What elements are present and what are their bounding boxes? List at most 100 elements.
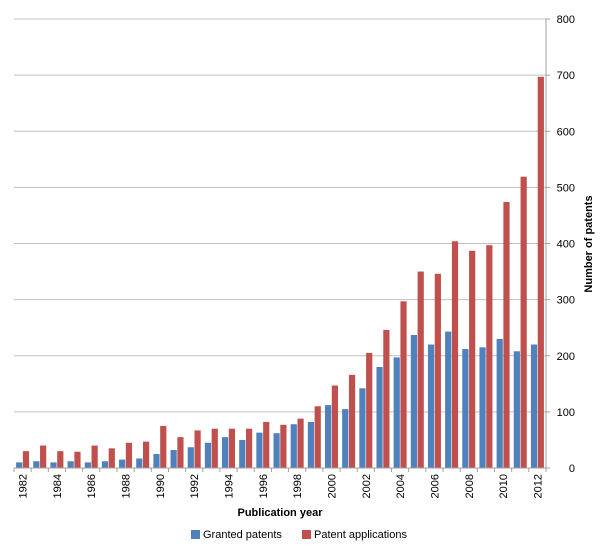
bar-applications-1984 [57, 451, 64, 468]
legend-swatch-applications [302, 530, 311, 539]
x-tick-label: 1992 [189, 474, 201, 498]
x-tick-label: 2008 [464, 474, 476, 498]
y-tick-label: 100 [557, 407, 575, 419]
bar-granted-2010 [496, 338, 503, 468]
bar-granted-2002 [359, 388, 366, 468]
y-tick-label: 700 [557, 70, 575, 82]
x-tick-label: 1982 [18, 474, 30, 498]
bar-granted-2001 [342, 409, 349, 468]
bar-applications-1989 [143, 441, 150, 468]
x-tick-label: 2000 [326, 474, 338, 498]
bar-applications-1991 [177, 437, 184, 468]
bar-granted-1988 [119, 459, 126, 468]
bar-granted-1986 [84, 462, 91, 468]
x-tick-label: 2010 [498, 474, 510, 498]
x-tick-label: 1998 [292, 474, 304, 498]
bar-granted-2000 [324, 405, 332, 468]
x-tick-label: 1994 [224, 474, 236, 498]
bar-applications-1983 [40, 445, 47, 468]
bar-granted-2009 [479, 347, 486, 468]
bar-applications-1990 [160, 425, 167, 468]
y-axis-title: Number of patents [583, 195, 595, 292]
bar-applications-1982 [22, 451, 30, 468]
gridlines [14, 18, 546, 413]
bar-granted-1989 [136, 458, 143, 468]
bar-granted-1997 [273, 433, 280, 468]
bar-granted-2005 [410, 334, 417, 468]
bar-applications-2008 [469, 250, 476, 468]
y-tick-label: 400 [557, 239, 575, 251]
bar-applications-2001 [348, 374, 356, 468]
bar-applications-2003 [383, 329, 390, 468]
bar-granted-2012 [530, 344, 538, 468]
y-tick-label: 200 [557, 351, 575, 363]
bar-granted-1995 [239, 439, 246, 468]
bar-applications-2010 [503, 201, 510, 468]
bar-applications-2004 [400, 301, 407, 468]
x-axis-title: Publication year [238, 507, 324, 519]
y-tick-label: 800 [557, 14, 575, 26]
bar-applications-2007 [451, 241, 459, 468]
axes [13, 18, 550, 472]
legend-label-granted: Granted patents [203, 529, 282, 541]
bar-applications-1996 [263, 421, 270, 468]
bar-granted-1987 [101, 461, 109, 468]
bar-applications-2002 [366, 352, 373, 468]
bar-granted-2007 [445, 331, 452, 468]
bar-applications-2009 [486, 245, 493, 468]
bar-applications-2006 [434, 273, 441, 468]
bar-granted-1982 [16, 462, 23, 468]
y-tick-labels: 0 100 200 300 400 500 600 700 800 [557, 14, 575, 475]
bar-applications-1992 [194, 430, 201, 468]
bar-granted-1996 [256, 432, 263, 468]
bar-applications-1987 [108, 448, 115, 468]
legend-swatch-granted [191, 530, 200, 539]
x-tick-label: 1988 [121, 474, 133, 498]
y-tick-label: 0 [569, 463, 575, 475]
bar-granted-2003 [376, 366, 383, 468]
bar-granted-2004 [393, 357, 400, 468]
x-tick-label: 1986 [86, 474, 98, 498]
bar-granted-2006 [427, 344, 435, 468]
bar-applications-1986 [91, 445, 98, 468]
x-tick-label: 1984 [52, 474, 64, 498]
y-tick-label: 500 [557, 182, 575, 194]
bar-granted-1991 [170, 450, 177, 468]
bar-granted-1984 [50, 462, 57, 468]
bar-granted-1990 [153, 453, 160, 468]
bar-granted-2008 [462, 349, 469, 468]
x-tick-label: 2006 [429, 474, 441, 498]
x-tick-label: 1990 [155, 474, 167, 498]
x-tick-label: 2012 [532, 474, 544, 498]
bar-applications-1995 [245, 428, 253, 468]
bar-applications-1999 [314, 406, 321, 468]
bar-applications-1997 [280, 424, 287, 468]
y-tick-label: 300 [557, 295, 575, 307]
bar-granted-1983 [33, 461, 40, 468]
bar-granted-1993 [204, 442, 212, 468]
x-tick-label: 2002 [361, 474, 373, 498]
bar-applications-1985 [74, 451, 81, 468]
bar-applications-1994 [228, 428, 236, 468]
bar-granted-1994 [222, 437, 229, 468]
bar-granted-1985 [67, 461, 74, 468]
bar-applications-2005 [417, 271, 424, 468]
bar-applications-1993 [211, 428, 218, 468]
bar-applications-2011 [520, 176, 527, 468]
legend-label-applications: Patent applications [314, 529, 407, 541]
bar-applications-1988 [125, 442, 133, 468]
legend: Granted patents Patent applications [191, 529, 407, 541]
bar-applications-1998 [297, 418, 304, 468]
bar-granted-1992 [187, 447, 194, 468]
y-tick-label: 600 [557, 126, 575, 138]
x-tick-label: 1996 [258, 474, 270, 498]
bar-granted-1999 [307, 421, 315, 468]
bar-granted-2011 [513, 351, 520, 468]
bar-applications-2000 [331, 385, 338, 468]
x-tick-labels: 1982 1984 1986 1988 1990 1992 1994 1996 1998 2000… [18, 474, 545, 498]
bar-applications-2012 [537, 76, 544, 468]
x-tick-label: 2004 [395, 474, 407, 498]
bars [16, 76, 544, 468]
bar-granted-1998 [290, 424, 297, 468]
